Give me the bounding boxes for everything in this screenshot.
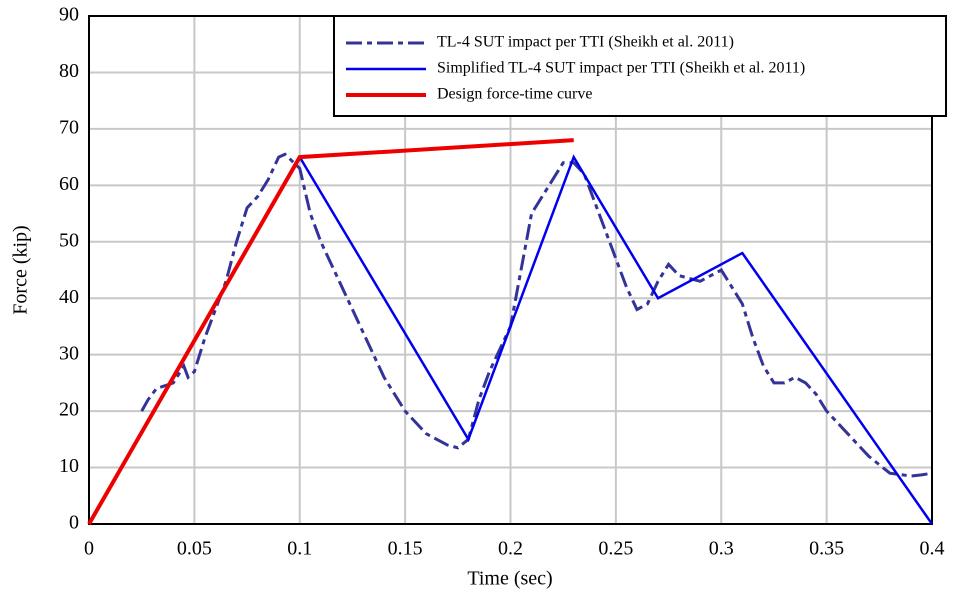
legend-label: TL-4 SUT impact per TTI (Sheikh et al. 2… bbox=[437, 34, 734, 51]
x-axis-label: Time (sec) bbox=[467, 568, 552, 590]
x-tick-label: 0 bbox=[84, 538, 94, 560]
x-tick-label: 0.25 bbox=[598, 538, 633, 560]
legend-box bbox=[333, 15, 947, 117]
x-tick-label: 0.2 bbox=[498, 538, 523, 560]
y-tick-label: 60 bbox=[59, 173, 79, 195]
x-tick-label: 0.35 bbox=[809, 538, 844, 560]
x-tick-label: 0.05 bbox=[177, 538, 212, 560]
series-line bbox=[140, 152, 933, 478]
x-tick-label: 0.4 bbox=[920, 538, 945, 560]
x-tick-label: 0.1 bbox=[287, 538, 312, 560]
x-tick-label: 0.15 bbox=[388, 538, 423, 560]
y-tick-label: 30 bbox=[59, 342, 79, 364]
y-tick-label: 40 bbox=[59, 286, 79, 308]
y-tick-label: 50 bbox=[59, 229, 79, 251]
y-tick-label: 0 bbox=[69, 512, 79, 534]
x-tick-label: 0.3 bbox=[709, 538, 734, 560]
legend-label: Design force-time curve bbox=[437, 86, 592, 103]
series-line bbox=[298, 154, 934, 525]
y-tick-label: 20 bbox=[59, 399, 79, 421]
y-tick-label: 80 bbox=[59, 60, 79, 82]
y-tick-label: 10 bbox=[59, 455, 79, 477]
y-axis-label: Force (kip) bbox=[10, 225, 32, 314]
y-tick-label: 70 bbox=[59, 116, 79, 138]
legend-label: Simplified TL-4 SUT impact per TTI (Shei… bbox=[437, 60, 805, 77]
legend: TL-4 SUT impact per TTI (Sheikh et al. 2… bbox=[333, 15, 947, 117]
series-line bbox=[87, 138, 574, 525]
y-tick-label: 90 bbox=[59, 4, 79, 26]
